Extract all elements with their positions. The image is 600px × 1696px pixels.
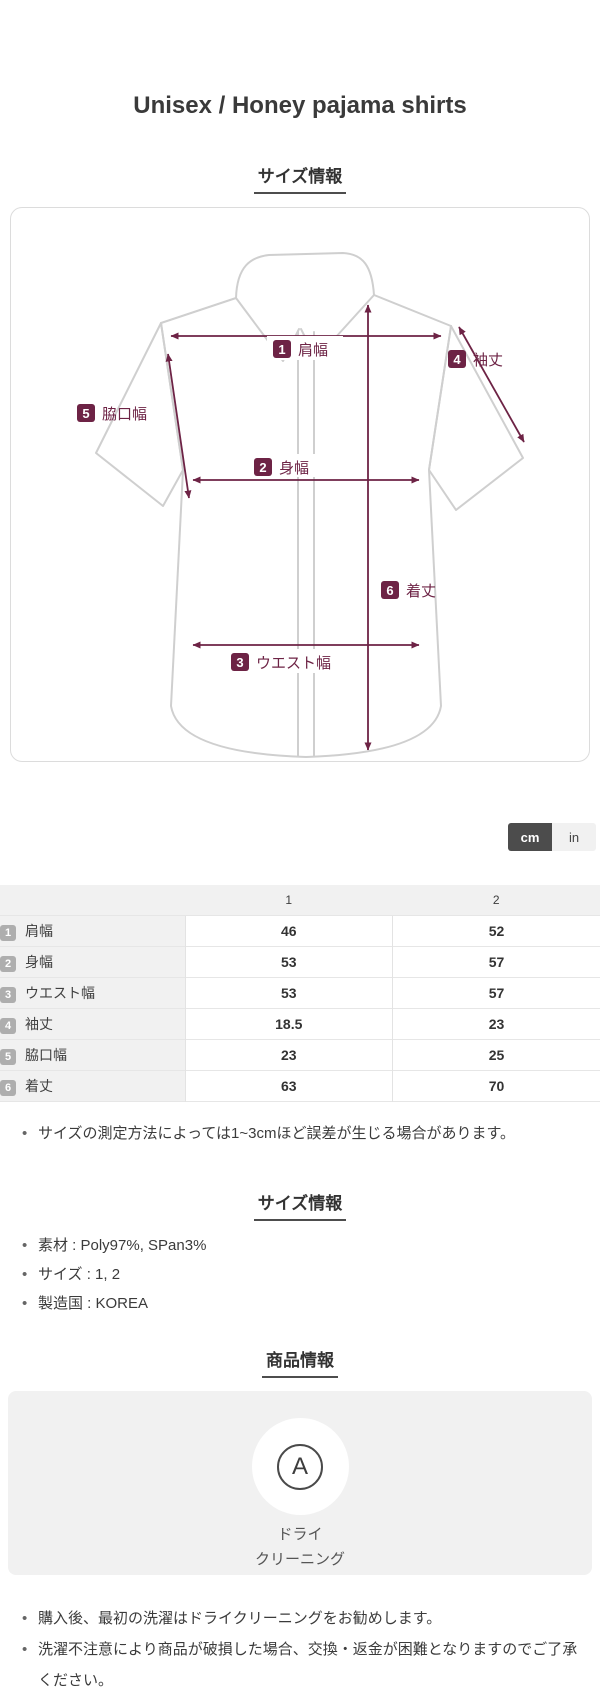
row-number-badge: 5: [0, 1049, 16, 1065]
section-title: サイズ情報: [254, 1189, 347, 1221]
svg-text:3: 3: [236, 655, 243, 670]
size-value-cell: 63: [185, 1071, 393, 1102]
row-label: 脇口幅: [25, 1047, 67, 1063]
care-label: ドライ クリーニング: [255, 1522, 345, 1572]
svg-text:5: 5: [82, 406, 89, 421]
size-value-cell: 70: [393, 1071, 600, 1102]
size-info-list: 素材 : Poly97%, SPan3%サイズ : 1, 2製造国 : KORE…: [0, 1231, 600, 1318]
row-number-badge: 6: [0, 1080, 16, 1096]
size-value-cell: 53: [185, 947, 393, 978]
section-title: 商品情報: [262, 1346, 338, 1378]
row-number-badge: 4: [0, 1018, 16, 1034]
unit-toggle: cm in: [0, 823, 600, 851]
row-number-badge: 1: [0, 925, 16, 941]
product-info-section-header: 商品情報: [0, 1346, 600, 1378]
size-column-header: 1: [185, 885, 393, 916]
size-info-section-header: サイズ情報: [0, 1189, 600, 1221]
measurement-label-shoulder: 1 肩幅: [267, 336, 343, 360]
row-label: ウエスト幅: [25, 985, 95, 1001]
size-value-cell: 53: [185, 978, 393, 1009]
dry-cleaning-icon: A: [252, 1418, 349, 1515]
row-label: 肩幅: [25, 923, 53, 939]
unit-in-button[interactable]: in: [552, 823, 596, 851]
row-label: 袖丈: [25, 1016, 53, 1032]
svg-text:脇口幅: 脇口幅: [102, 406, 147, 423]
svg-text:身幅: 身幅: [279, 460, 309, 477]
circle-a-symbol: A: [277, 1444, 323, 1490]
section-title: サイズ情報: [254, 162, 347, 194]
measurement-label-armhole: 5 脇口幅: [77, 404, 147, 423]
svg-text:4: 4: [453, 352, 461, 367]
size-column-header: 2: [393, 885, 600, 916]
note-item: サイズの測定方法によっては1~3cmほど誤差が生じる場合があります。: [22, 1118, 580, 1149]
svg-text:1: 1: [278, 342, 285, 357]
svg-text:袖丈: 袖丈: [473, 352, 503, 369]
care-label-line1: ドライ: [255, 1522, 345, 1547]
svg-text:肩幅: 肩幅: [298, 342, 328, 359]
unit-cm-button[interactable]: cm: [508, 823, 552, 851]
size-value-cell: 46: [185, 916, 393, 947]
care-instruction-panel: A ドライ クリーニング: [8, 1391, 592, 1575]
measurement-label-length: 6 着丈: [381, 581, 436, 600]
row-label: 着丈: [25, 1078, 53, 1094]
size-value-cell: 18.5: [185, 1009, 393, 1040]
care-label-line2: クリーニング: [255, 1547, 345, 1572]
svg-text:着丈: 着丈: [406, 583, 436, 600]
shirt-measurement-diagram: 1 肩幅 2 身幅 3 ウエスト幅 4 袖丈 5: [11, 208, 589, 761]
size-diagram-panel: 1 肩幅 2 身幅 3 ウエスト幅 4 袖丈 5: [10, 207, 590, 762]
size-diagram-section-header: サイズ情報: [0, 162, 600, 194]
size-value-cell: 25: [393, 1040, 600, 1071]
note-item: 購入後、最初の洗濯はドライクリーニングをお勧めします。: [22, 1603, 580, 1634]
size-table-corner-cell: [0, 885, 185, 916]
size-note-list: サイズの測定方法によっては1~3cmほど誤差が生じる場合があります。: [0, 1118, 600, 1149]
care-note-list: 購入後、最初の洗濯はドライクリーニングをお勧めします。洗濯不注意により商品が破損…: [0, 1603, 600, 1696]
svg-text:2: 2: [259, 460, 266, 475]
size-value-cell: 52: [393, 916, 600, 947]
measurement-label-sleeve: 4 袖丈: [448, 350, 503, 369]
note-item: 製造国 : KOREA: [22, 1289, 580, 1318]
note-item: サイズ : 1, 2: [22, 1260, 580, 1289]
size-value-cell: 23: [393, 1009, 600, 1040]
measurement-label-waist: 3 ウエスト幅: [225, 649, 337, 673]
size-value-cell: 57: [393, 978, 600, 1009]
row-number-badge: 2: [0, 956, 16, 972]
size-table-header-row: 1 2: [0, 885, 600, 916]
page-title: Unisex / Honey pajama shirts: [0, 0, 600, 120]
svg-text:6: 6: [386, 583, 393, 598]
size-value-cell: 57: [393, 947, 600, 978]
svg-text:ウエスト幅: ウエスト幅: [256, 655, 331, 672]
note-item: 素材 : Poly97%, SPan3%: [22, 1231, 580, 1260]
row-label: 身幅: [25, 954, 53, 970]
sleeve-length-line: [459, 327, 524, 442]
measurement-lines: [168, 305, 524, 750]
size-value-cell: 23: [185, 1040, 393, 1071]
measurement-label-chest: 2 身幅: [248, 454, 316, 477]
row-number-badge: 3: [0, 987, 16, 1003]
note-item: 洗濯不注意により商品が破損した場合、交換・返金が困難となりますのでご了承ください…: [22, 1634, 580, 1696]
